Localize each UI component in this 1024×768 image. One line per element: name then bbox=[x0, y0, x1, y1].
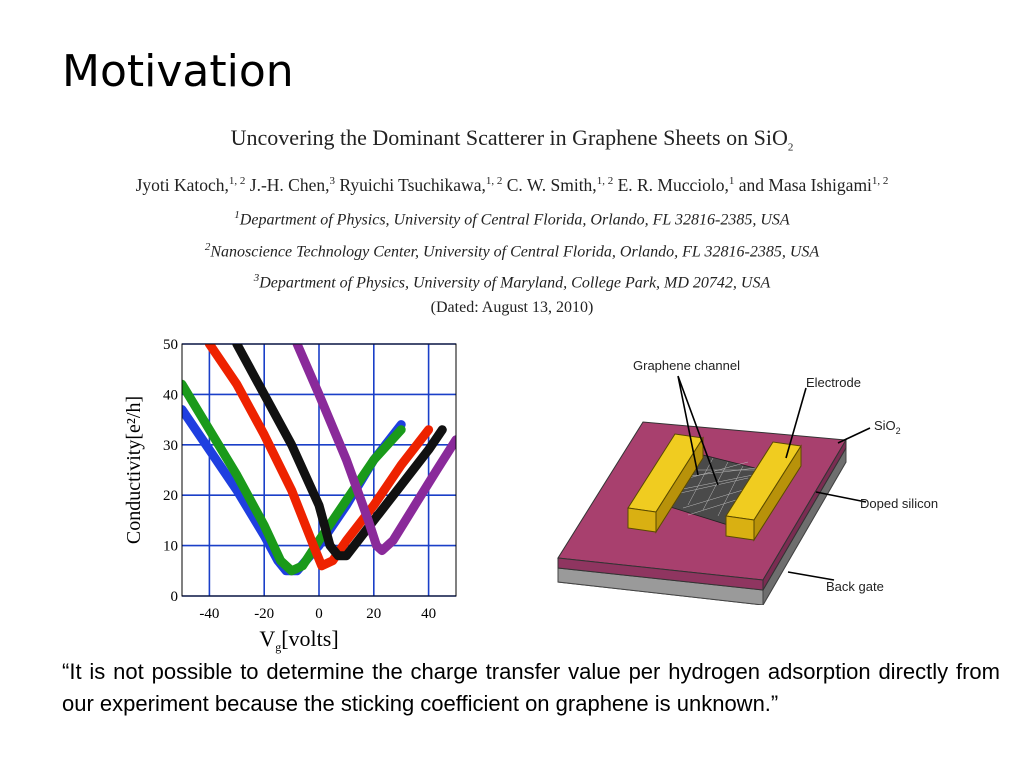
sio2-label: SiO2 bbox=[874, 418, 901, 436]
y-tick-label: 20 bbox=[163, 488, 178, 504]
x-tick-label: 0 bbox=[315, 606, 323, 622]
right-electrode-front bbox=[725, 515, 755, 541]
quote-text: “It is not possible to determine the cha… bbox=[62, 659, 1000, 716]
left-electrode-side bbox=[655, 436, 704, 534]
author: and Masa Ishigami1, 2 bbox=[738, 175, 889, 196]
series-line-3 bbox=[204, 344, 434, 571]
device-diagram: Graphene channel Electrode SiO2 Doped si… bbox=[548, 350, 968, 607]
x-tick-label: -40 bbox=[199, 606, 219, 622]
x-tick-label: -20 bbox=[254, 606, 274, 622]
right-electrode-side bbox=[753, 444, 802, 542]
author: E. R. Mucciolo,1 bbox=[617, 175, 735, 196]
author: C. W. Smith,1, 2 bbox=[506, 175, 614, 196]
paper-header: Uncovering the Dominant Scatterer in Gra… bbox=[40, 125, 984, 320]
doped-silicon-label: Doped silicon bbox=[860, 496, 938, 511]
back-gate-label: Back gate bbox=[826, 579, 884, 594]
y-tick-label: 10 bbox=[163, 539, 178, 555]
chart-svg: -40 -20 0 20 40 0 10 20 30 40 50 Conductivity[e²/h… bbox=[123, 337, 457, 654]
electrode-leader bbox=[785, 387, 807, 459]
author: J.-H. Chen,3 bbox=[249, 175, 335, 196]
paper-authors: Jyoti Katoch,1, 2 J.-H. Chen,3 Ryuichi T… bbox=[40, 175, 984, 196]
paper-title: Uncovering the Dominant Scatterer in Gra… bbox=[230, 125, 794, 154]
plot-frame bbox=[181, 343, 457, 597]
x-tick-label: 40 bbox=[421, 606, 436, 622]
sio2-leader bbox=[837, 427, 871, 444]
back-gate-leader bbox=[787, 571, 835, 581]
affiliation: 1Department of Physics, University of Ce… bbox=[234, 209, 790, 229]
author: Ryuichi Tsuchikawa,1, 2 bbox=[339, 175, 503, 196]
electrode-label: Electrode bbox=[806, 375, 861, 390]
slide-title: Motivation bbox=[62, 46, 294, 97]
y-tick-label: 0 bbox=[171, 589, 179, 605]
x-tick-label: 20 bbox=[366, 606, 381, 622]
paper-date: (Dated: August 13, 2010) bbox=[430, 299, 594, 317]
y-tick-label: 30 bbox=[163, 438, 178, 454]
sio2-side-right bbox=[762, 438, 847, 592]
chart-series bbox=[182, 344, 456, 576]
y-axis-label: Conductivity[e²/h] bbox=[123, 396, 145, 544]
x-axis-label: Vg[volts] bbox=[259, 626, 338, 654]
series-line-5 bbox=[292, 344, 456, 556]
doped-silicon-leader bbox=[815, 491, 867, 503]
conductivity-chart: -40 -20 0 20 40 0 10 20 30 40 50 Conductivity[e²/h… bbox=[118, 334, 468, 654]
device-svg: Graphene channel Electrode SiO2 Doped si… bbox=[557, 358, 938, 607]
y-tick-label: 50 bbox=[163, 337, 178, 353]
affiliation: 2Nanoscience Technology Center, Universi… bbox=[204, 240, 820, 261]
graphene-channel-label: Graphene channel bbox=[633, 358, 740, 373]
chart-ticks: -40 -20 0 20 40 0 10 20 30 40 50 bbox=[163, 337, 436, 622]
affiliation: 3Department of Physics, University of Ma… bbox=[253, 272, 771, 292]
left-electrode-front bbox=[627, 507, 657, 533]
y-tick-label: 40 bbox=[163, 387, 178, 403]
series-line-4 bbox=[232, 344, 447, 561]
graphene-leader bbox=[677, 375, 719, 486]
author: Jyoti Katoch,1, 2 bbox=[135, 175, 246, 196]
